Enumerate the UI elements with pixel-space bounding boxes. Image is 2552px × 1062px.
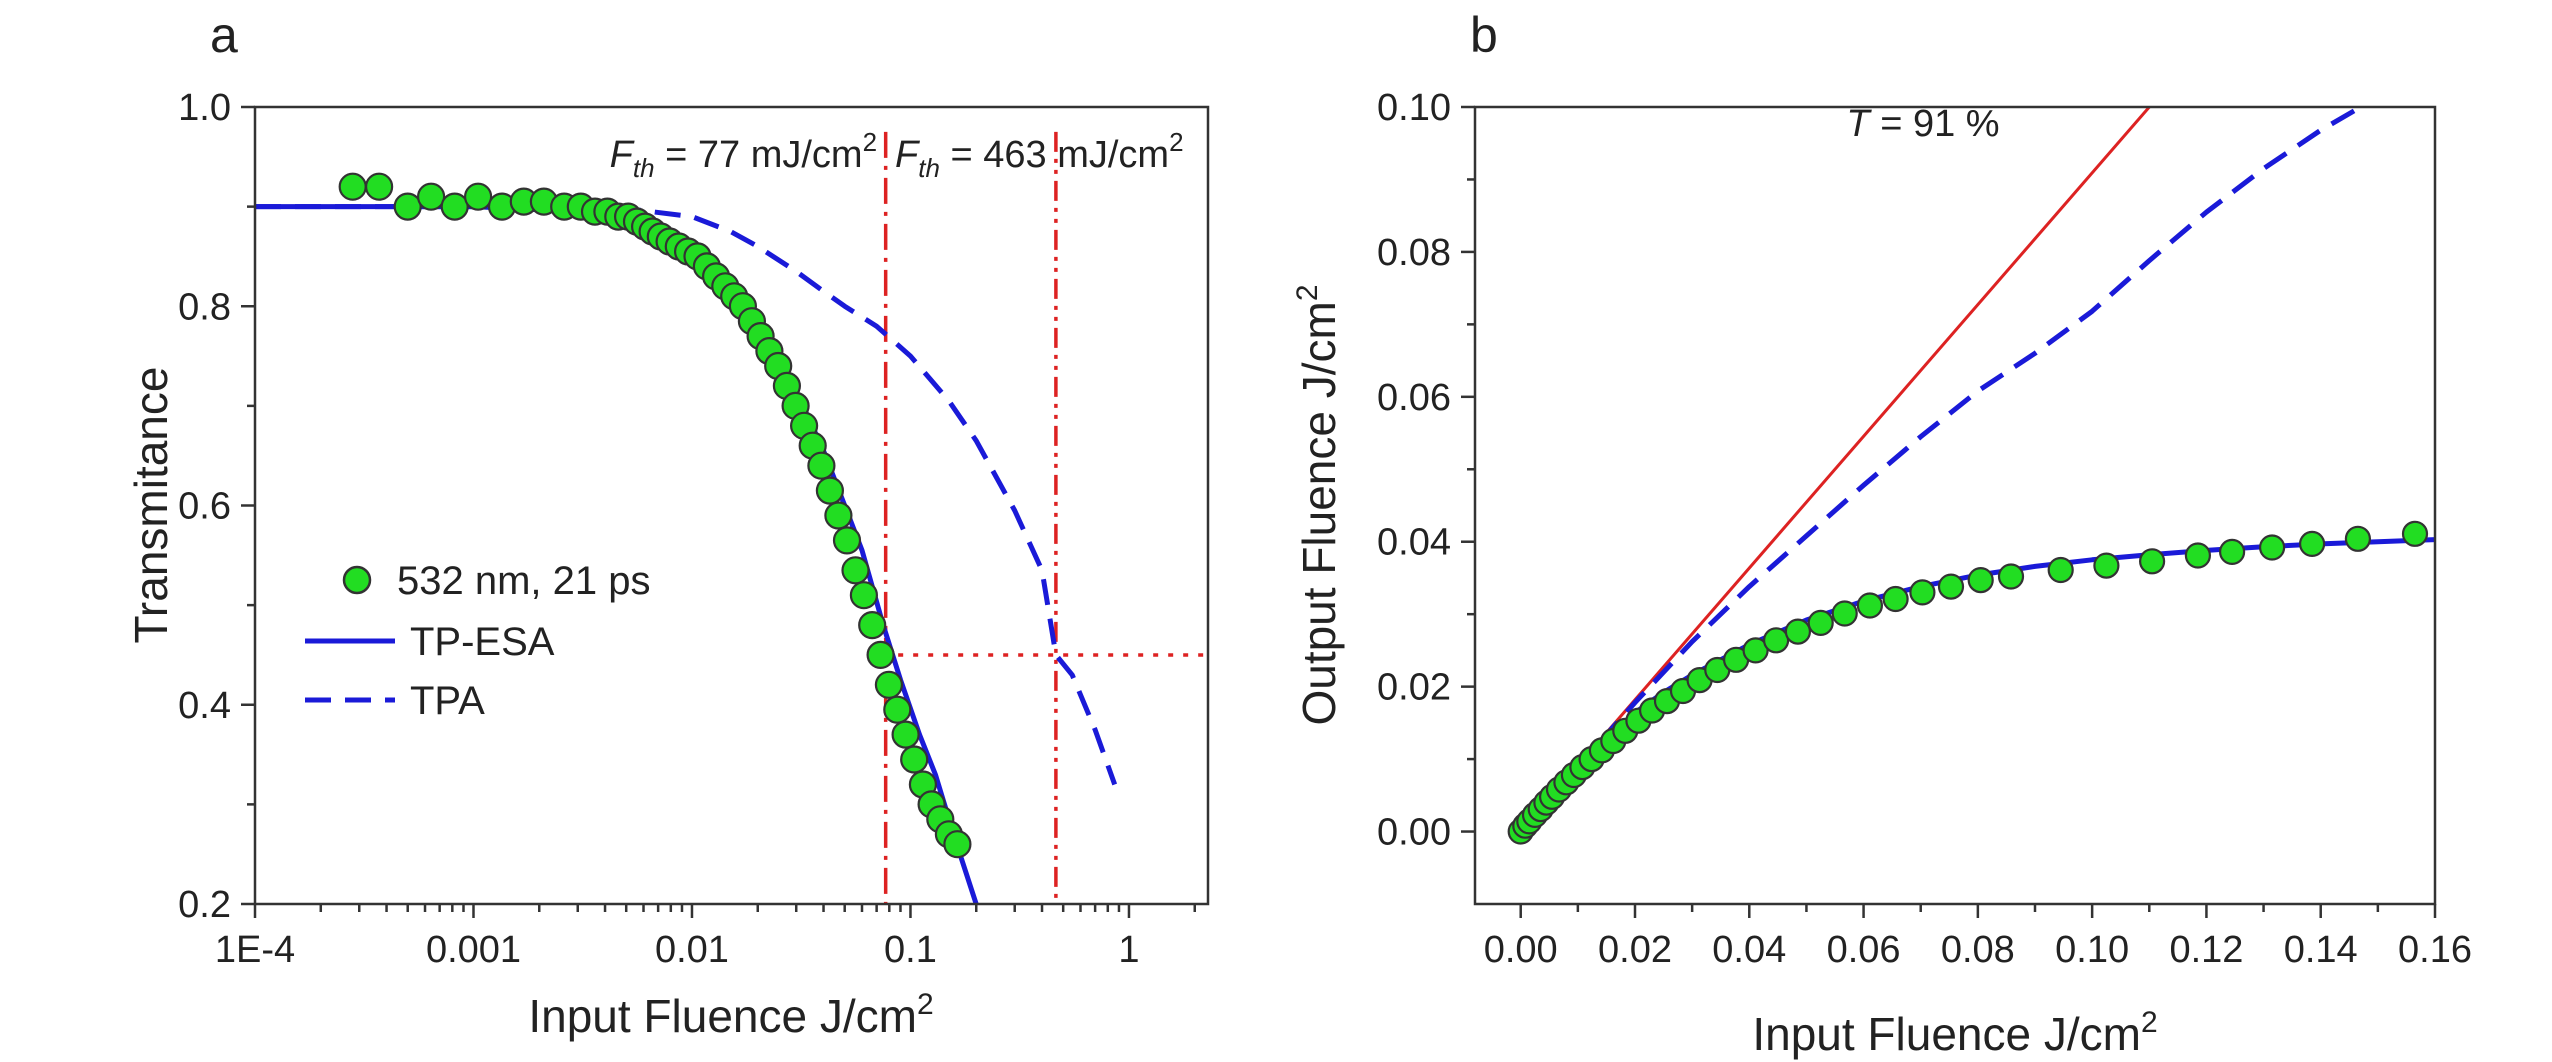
panel-b-series-dashed-line (1518, 107, 2362, 834)
panel-b-x-tick-label: 0.04 (1712, 929, 1786, 971)
panel-b-data-point (1997, 563, 2025, 590)
panel-b-data-point (2047, 556, 2074, 584)
panel-a-data-point (417, 182, 446, 211)
panel-a-series-line-line (255, 204, 979, 904)
panel-a-annotation-0: Fth = 77 mJ/cm2 (610, 127, 877, 183)
panel-a-data-point (338, 172, 367, 201)
panel-b: b 0.00 0.02 0.04 0.06 0.08 0.10 0.12 0.14 0.160.… (1291, 7, 2472, 1060)
panel-a-x-tick-label: 0.1 (884, 929, 937, 971)
panel-b-series (1507, 107, 2435, 845)
panel-b-data-point (1937, 573, 1965, 600)
panel-b-x-tick-label: 0.02 (1598, 929, 1672, 971)
panel-b-annotations: T = 91 % (1846, 103, 1999, 145)
panel-b-y-tick-label: 0.02 (1377, 667, 1451, 709)
panel-a-legend: 532 nm, 21 ps TP-ESA TPA (305, 559, 651, 723)
legend-label-532nm: 532 nm, 21 ps (397, 559, 651, 603)
panel-a-data-point (874, 670, 904, 699)
panel-b-data-point (1856, 592, 1884, 619)
panel-b-data-point (1831, 600, 1858, 627)
panel-a-series (255, 131, 1208, 904)
panel-b-data-point (2184, 542, 2211, 569)
panel-a-x-tick-label: 1 (1118, 929, 1139, 971)
panel-a-data-point (393, 192, 422, 221)
panel-b-x-axis-label: Input Fluence J/cm2 (1752, 1006, 2157, 1060)
panel-b-y-axis-label: Output Fluence J/cm2 (1291, 284, 1345, 725)
panel-b-y-tick-label: 0.04 (1377, 522, 1451, 564)
panel-a-data-point (464, 182, 493, 211)
panel-b-x-tick-label: 0.10 (2055, 929, 2129, 971)
panel-a-y-tick-label: 1.0 (178, 87, 231, 129)
panel-a-series-dashed-line (255, 204, 1118, 786)
panel-b-data-point (1784, 618, 1812, 645)
panel-b-x-tick-label: 0.06 (1827, 929, 1901, 971)
panel-b-ticks: 0.00 0.02 0.04 0.06 0.08 0.10 0.12 0.14 0.16 0.00… (1377, 87, 2472, 971)
panel-b-frame (1473, 105, 2437, 906)
panel-a-plot-area (255, 131, 1208, 904)
panel-a-data-point (900, 745, 929, 774)
panel-b-data-point (1762, 627, 1790, 654)
panel-a-letter: a (210, 7, 238, 63)
panel-b-x-tick-label: 0.12 (2169, 929, 2243, 971)
panel-b-y-tick-label: 0.10 (1377, 87, 1451, 129)
panel-a-ticks: 1E-4 0.001 0.01 0.1 1 0.2 0.4 0.6 0.8 1.0 (178, 87, 1196, 971)
panel-a-data-point (858, 610, 887, 640)
panel-b-data-point (2093, 552, 2120, 579)
panel-b-x-tick-label: 0.16 (2398, 929, 2472, 971)
legend-marker-532nm (342, 565, 372, 595)
panel-b-data-point (2139, 548, 2166, 575)
panel-a: a 1E-4 0.001 0.01 0.1 1 0.2 0.4 0.6 0.8 1.0 Fth =… (125, 7, 1210, 1042)
legend-label-tpa: TPA (410, 679, 485, 723)
panel-b-series-linear-line (1519, 107, 2151, 833)
panel-a-frame (253, 105, 1210, 906)
panel-a-y-tick-label: 0.4 (178, 685, 231, 727)
panel-a-data-point (849, 581, 879, 610)
panel-a-annotation-1: Fth = 463 mJ/cm2 (895, 127, 1184, 183)
panel-b-y-tick-label: 0.06 (1377, 377, 1451, 419)
panel-b-x-tick-label: 0.08 (1941, 929, 2015, 971)
panel-a-x-tick-label: 0.001 (426, 929, 521, 971)
panel-a-data-point (841, 556, 870, 585)
panel-b-data-point (1742, 637, 1769, 664)
panel-a-x-tick-label: 0.01 (655, 929, 729, 971)
panel-a-y-tick-label: 0.6 (178, 486, 231, 528)
panel-a-annotations: Fth = 77 mJ/cm2 Fth = 463 mJ/cm2 (610, 127, 1184, 183)
panel-b-data-point (2259, 534, 2286, 561)
panel-a-data-point (815, 476, 845, 505)
panel-a-y-axis-label: Transmitance (125, 367, 177, 644)
legend-label-tp-esa: TP-ESA (410, 620, 555, 664)
panel-b-x-tick-label: 0.00 (1484, 929, 1558, 971)
panel-a-data-point (866, 640, 895, 670)
panel-b-data-point (1882, 585, 1909, 613)
panel-a-data-point (883, 695, 912, 724)
panel-a-data-point (440, 192, 469, 221)
panel-a-data-point (824, 501, 853, 530)
panel-b-x-tick-label: 0.14 (2284, 929, 2358, 971)
panel-a-data-point (807, 451, 836, 480)
panel-a-x-axis-label: Input Fluence J/cm2 (528, 988, 933, 1042)
panel-a-data-point (365, 172, 394, 201)
panel-a-y-tick-label: 0.2 (178, 884, 231, 926)
panel-b-data-point (2401, 520, 2429, 547)
panel-b-y-tick-label: 0.00 (1377, 812, 1451, 854)
panel-b-data-point (1967, 566, 1994, 594)
panel-b-data-point (2344, 525, 2371, 552)
panel-a-data-point (891, 720, 920, 749)
panel-a-x-tick-label: 1E-4 (215, 929, 295, 971)
panel-a-data-point (832, 526, 862, 555)
panel-b-plot-area (1507, 107, 2435, 845)
panel-a-data-point (943, 830, 972, 859)
panel-b-data-point (2299, 530, 2326, 558)
panel-b-data-point (1807, 609, 1834, 637)
panel-b-data-point (2219, 538, 2246, 566)
panel-b-annotation-0: T = 91 % (1846, 103, 1999, 145)
panel-b-letter: b (1470, 7, 1498, 63)
panel-b-y-tick-label: 0.08 (1377, 232, 1451, 274)
panel-b-data-point (1909, 579, 1936, 606)
panel-a-y-tick-label: 0.8 (178, 286, 231, 328)
